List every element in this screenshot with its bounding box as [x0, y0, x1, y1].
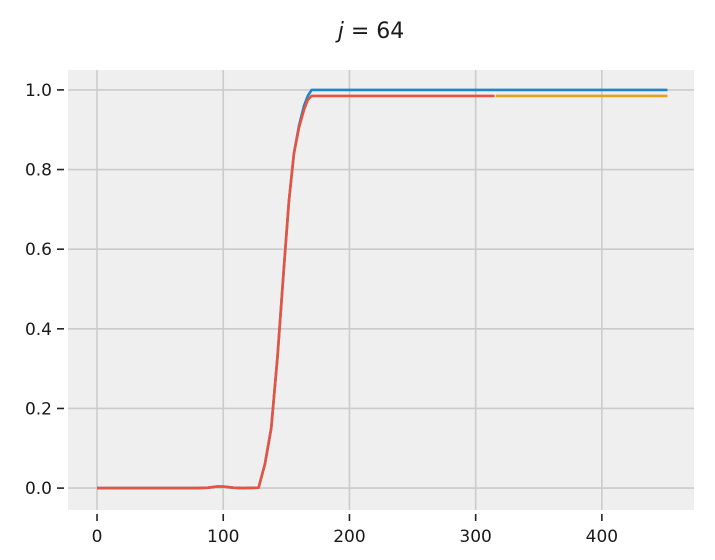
y-axis: 0.0 0.2 0.4 0.6 0.8 1.0	[25, 81, 64, 499]
y-tick-label: 0.4	[25, 320, 52, 340]
series-layer	[97, 88, 668, 490]
x-tick-label: 200	[333, 527, 365, 547]
y-tick-label: 0.2	[25, 399, 52, 419]
plot-area	[68, 70, 694, 510]
y-tick-label: 0.6	[25, 240, 52, 260]
x-tick-label: 400	[586, 527, 618, 547]
chart-title-rest: = 64	[344, 19, 404, 44]
series-line-3	[97, 94, 495, 490]
x-tick-label: 100	[207, 527, 239, 547]
x-tick-label: 300	[459, 527, 491, 547]
y-tick-label: 1.0	[25, 81, 52, 101]
x-tick-label: 0	[92, 527, 103, 547]
x-axis: 0 100 200 300 400	[92, 514, 618, 547]
y-tick-label: 0.0	[25, 479, 52, 499]
chart-title-italic: j	[335, 19, 345, 44]
chart-title: j = 64	[335, 19, 405, 44]
y-tick-label: 0.8	[25, 161, 52, 181]
